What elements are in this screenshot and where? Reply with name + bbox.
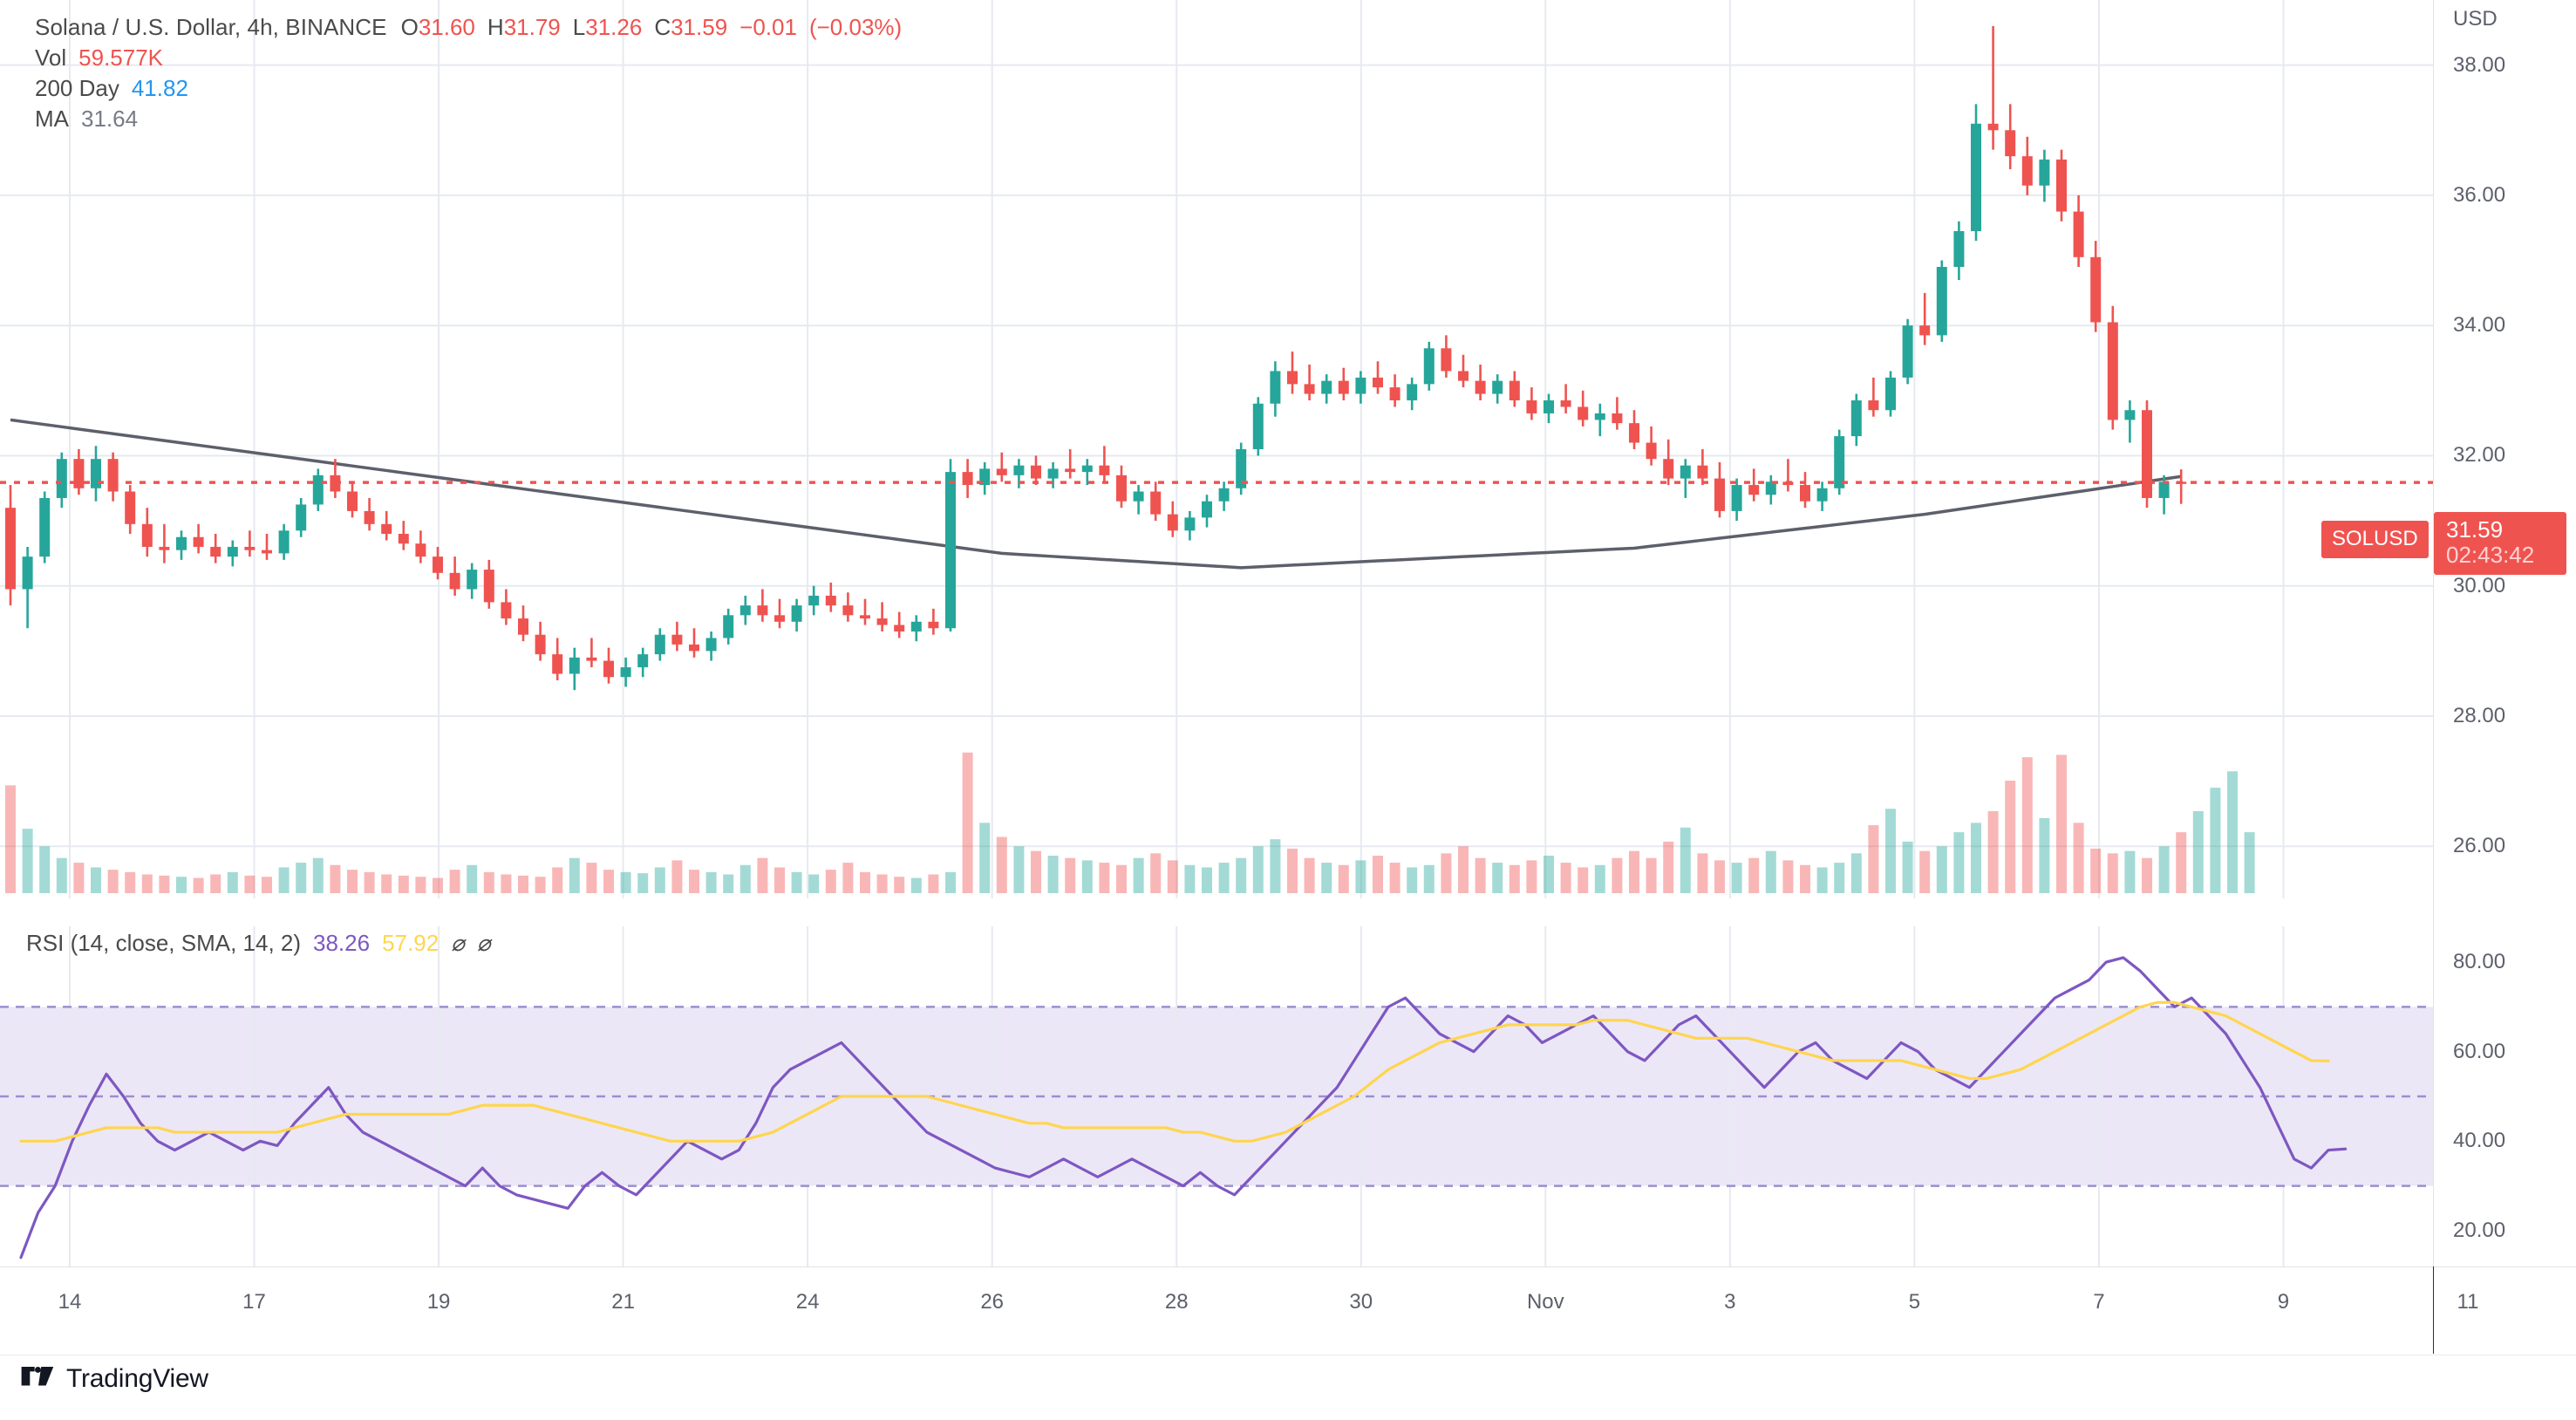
rsi-value: 38.26 <box>313 930 371 956</box>
change-percent: (−0.03%) <box>808 14 903 40</box>
legend-row-symbol[interactable]: Solana / U.S. Dollar, 4h, BINANCE O 31.6… <box>35 16 902 38</box>
time-tick-21: 21 <box>611 1290 635 1314</box>
symbol-price-tag: SOLUSD <box>2321 521 2429 558</box>
time-tick-9: 9 <box>2277 1290 2290 1314</box>
time-tick-3: 3 <box>1724 1290 1736 1314</box>
rsi-tick-40-00: 40.00 <box>2453 1129 2506 1153</box>
time-tick-14: 14 <box>58 1290 82 1314</box>
price-tick-30-00: 30.00 <box>2453 573 2506 597</box>
change-absolute: −0.01 <box>739 14 797 40</box>
time-tick-19: 19 <box>426 1290 451 1314</box>
ohlc-low-key: L <box>572 14 586 40</box>
time-tick-7: 7 <box>2093 1290 2105 1314</box>
tradingview-wordmark: TradingView <box>66 1364 208 1393</box>
legend-row-rsi[interactable]: RSI (14, close, SMA, 14, 2) 38.26 57.92 … <box>26 932 490 954</box>
volume-label: Vol <box>35 44 67 71</box>
ohlc-high-value: 31.79 <box>503 14 561 40</box>
axis-divider <box>2433 1266 2434 1354</box>
price-tick-38-00: 38.00 <box>2453 52 2506 77</box>
price-tick-26-00: 26.00 <box>2453 834 2506 858</box>
time-tick-nov: Nov <box>1526 1290 1564 1314</box>
price-pane[interactable] <box>0 0 2469 898</box>
time-tick-26: 26 <box>980 1290 1005 1314</box>
time-tick-28: 28 <box>1164 1290 1189 1314</box>
price-tick-32-00: 32.00 <box>2453 443 2506 468</box>
legend-row-ma[interactable]: MA 31.64 <box>35 107 902 130</box>
rsi-upper-band-placeholder-icon: ⌀ <box>451 930 465 956</box>
legend-row-ma200[interactable]: 200 Day 41.82 <box>35 77 902 99</box>
time-tick-17: 17 <box>242 1290 266 1314</box>
rsi-tick-60-00: 60.00 <box>2453 1039 2506 1063</box>
bar-countdown: 02:43:42 <box>2446 542 2535 569</box>
current-price-tag[interactable]: 31.59 02:43:42 <box>2434 512 2566 576</box>
rsi-chart-canvas[interactable] <box>0 926 2469 1266</box>
tradingview-logo[interactable]: TradingView <box>21 1364 208 1394</box>
ohlc-open-key: O <box>400 14 419 40</box>
rsi-legend[interactable]: RSI (14, close, SMA, 14, 2) 38.26 57.92 … <box>26 932 490 962</box>
time-tick-5: 5 <box>1908 1290 1921 1314</box>
rsi-tick-80-00: 80.00 <box>2453 950 2506 974</box>
rsi-lower-band-placeholder-icon: ⌀ <box>476 930 491 956</box>
price-axis-column[interactable]: USD 38.00 36.00 34.00 32.00 30.00 28.00 26.00 … <box>2433 0 2576 1266</box>
time-tick-11: 11 <box>2457 1290 2479 1314</box>
ohlc-high-key: H <box>487 14 504 40</box>
tradingview-mark-icon <box>21 1367 54 1386</box>
legend-row-volume[interactable]: Vol 59.577K <box>35 46 902 69</box>
rsi-label: RSI (14, close, SMA, 14, 2) <box>26 930 302 956</box>
ohlc-low-value: 31.26 <box>585 14 643 40</box>
price-axis-unit: USD <box>2453 7 2498 31</box>
ma-value: 31.64 <box>81 106 139 132</box>
ma200-label: 200 Day <box>35 75 119 101</box>
price-tick-36-00: 36.00 <box>2453 182 2506 207</box>
time-axis[interactable]: 14 17 19 21 24 26 28 30 Nov 3 5 7 9 11 <box>0 1266 2576 1355</box>
rsi-pane[interactable] <box>0 926 2469 1266</box>
chart-legend: Solana / U.S. Dollar, 4h, BINANCE O 31.6… <box>35 16 902 138</box>
ohlc-close-value: 31.59 <box>671 14 728 40</box>
rsi-sma-value: 57.92 <box>382 930 440 956</box>
ma-label: MA <box>35 106 69 132</box>
price-chart-canvas[interactable] <box>0 0 2469 898</box>
ma200-value: 41.82 <box>131 75 188 101</box>
time-tick-24: 24 <box>795 1290 820 1314</box>
time-tick-30: 30 <box>1349 1290 1373 1314</box>
rsi-tick-20-00: 20.00 <box>2453 1218 2506 1242</box>
price-tick-34-00: 34.00 <box>2453 313 2506 338</box>
ohlc-close-key: C <box>654 14 671 40</box>
footer: TradingView <box>0 1357 2576 1420</box>
current-price-value: 31.59 <box>2446 516 2504 543</box>
symbol-title: Solana / U.S. Dollar, 4h, BINANCE <box>35 14 387 40</box>
ohlc-open-value: 31.60 <box>418 14 475 40</box>
volume-value: 59.577K <box>78 44 164 71</box>
price-tick-28-00: 28.00 <box>2453 704 2506 727</box>
